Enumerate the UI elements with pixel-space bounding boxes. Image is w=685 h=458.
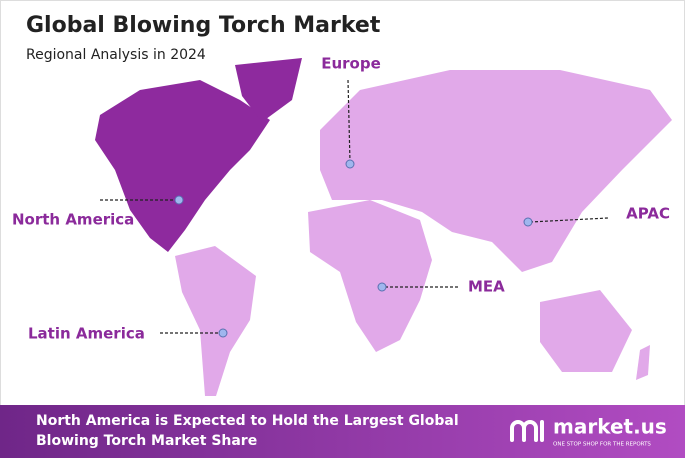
footer-headline: Blowing Torch Market Share: [36, 433, 257, 449]
footer-band: [0, 405, 685, 458]
logo-icon: [510, 420, 544, 442]
eurasia: [320, 70, 672, 272]
logo: market.us ONE STOP SHOP FOR THE REPORTS: [510, 415, 667, 448]
marker: [523, 217, 533, 227]
marker: [377, 282, 387, 292]
australia: [540, 290, 632, 372]
brand: market.us: [553, 415, 667, 439]
region-label: North America: [12, 211, 134, 229]
footer-headline: North America is Expected to Hold the La…: [36, 413, 459, 429]
callouts: Europe North America APAC MEA Latin Amer…: [12, 55, 670, 343]
title: Global Blowing Torch Market: [26, 13, 381, 38]
africa: [308, 200, 432, 352]
new-zealand: [636, 345, 650, 380]
leader-line: [347, 79, 351, 164]
marker: [174, 195, 184, 205]
marker: [345, 159, 355, 169]
latin-america: [175, 246, 256, 396]
north-america: [95, 80, 270, 252]
region-label: Europe: [321, 55, 381, 73]
marker: [218, 328, 228, 338]
region-label: APAC: [626, 205, 670, 223]
region-label: Latin America: [28, 325, 145, 343]
subtitle: Regional Analysis in 2024: [26, 47, 206, 63]
map: [95, 58, 672, 396]
tagline: ONE STOP SHOP FOR THE REPORTS: [553, 442, 651, 448]
region-label: MEA: [468, 278, 505, 296]
greenland: [235, 58, 302, 122]
leader-line: [529, 217, 609, 223]
